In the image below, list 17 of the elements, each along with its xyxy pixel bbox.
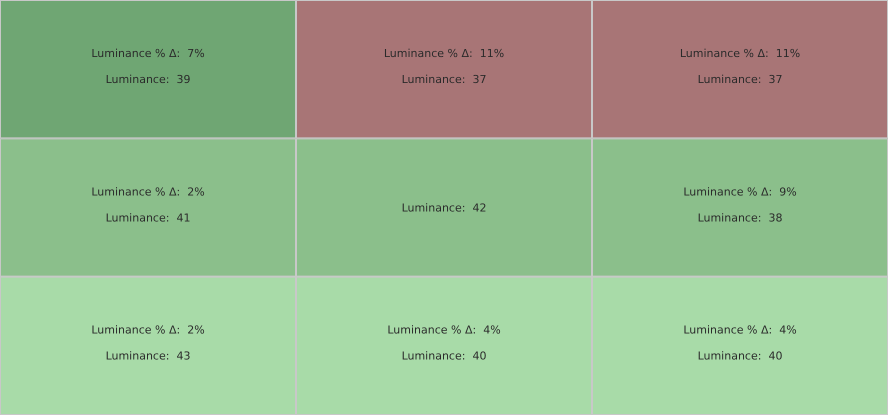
annotation: Luminance % Δ: 11% <box>384 47 504 60</box>
annotation: Luminance % Δ: 7% <box>91 47 205 60</box>
data-label: Luminance: 40 <box>698 350 782 363</box>
annotation: Luminance % Δ: 4% <box>387 324 501 337</box>
data-label: Luminance: 40 <box>402 350 486 363</box>
data-label: Luminance: 38 <box>698 211 782 224</box>
data-label: Luminance: 39 <box>106 73 190 86</box>
data-label: Luminance: 37 <box>698 73 782 86</box>
annotation: Luminance % Δ: 4% <box>683 324 797 337</box>
data-label: Luminance: 42 <box>402 201 486 214</box>
data-label: Luminance: 41 <box>106 211 190 224</box>
annotation: Luminance % Δ: 2% <box>91 324 205 337</box>
annotation: Luminance % Δ: 9% <box>683 185 797 198</box>
annotation: Luminance % Δ: 2% <box>91 185 205 198</box>
data-label: Luminance: 37 <box>402 73 486 86</box>
annotation: Luminance % Δ: 11% <box>680 47 800 60</box>
data-label: Luminance: 43 <box>106 350 190 363</box>
